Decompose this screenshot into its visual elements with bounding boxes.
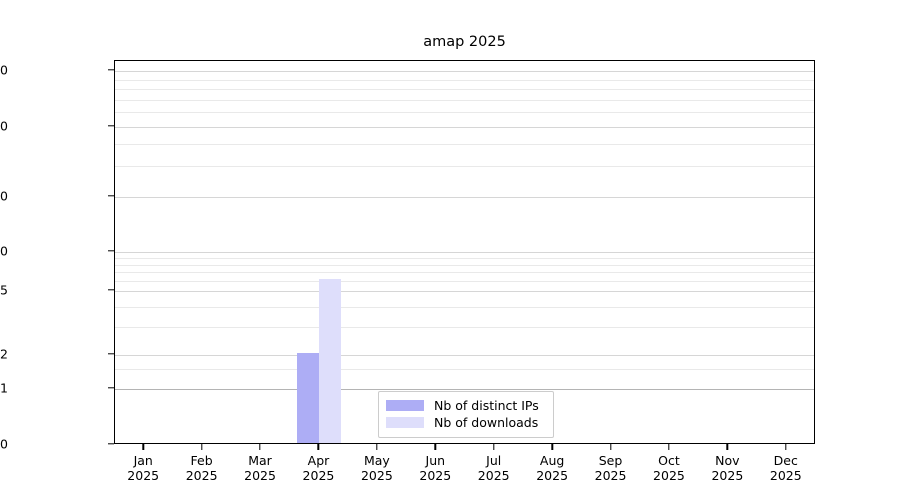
plot-area: [114, 60, 815, 444]
legend-item-downloads: Nb of downloads: [386, 414, 546, 431]
gridline-minor: [115, 257, 814, 259]
x-tick-mark: [142, 444, 144, 450]
x-tick-mark: [317, 444, 320, 450]
x-tick-label: Jul 2025: [454, 453, 534, 483]
x-tick-month: Aug: [539, 453, 565, 468]
bar-downloads: [319, 278, 342, 443]
y-tick-mark: [108, 125, 114, 127]
gridline-major: [115, 291, 814, 292]
x-tick-label: Dec 2025: [746, 453, 826, 483]
y-tick-mark: [108, 289, 114, 291]
x-tick-year: 2025: [653, 468, 685, 483]
x-tick-mark: [785, 444, 787, 450]
x-tick-label: Aug 2025: [512, 453, 592, 483]
gridline-minor: [115, 166, 814, 168]
gridline-minor: [115, 326, 814, 328]
y-tick-label: 0: [0, 436, 8, 452]
gridline-major: [115, 197, 814, 198]
y-tick-mark: [108, 353, 114, 355]
x-tick-month: Mar: [248, 453, 272, 468]
x-tick-year: 2025: [302, 468, 335, 483]
x-tick-mark: [376, 444, 378, 450]
gridline-minor: [115, 272, 814, 274]
x-tick-year: 2025: [360, 468, 393, 483]
x-tick-mark: [434, 444, 436, 450]
y-tick-label: 20: [0, 188, 8, 204]
x-tick-year: 2025: [711, 468, 744, 483]
x-tick-month: Feb: [190, 453, 213, 468]
y-tick-label: 10: [0, 243, 8, 259]
x-tick-label: Feb 2025: [162, 453, 242, 483]
gridline-minor: [115, 280, 814, 282]
y-tick-mark: [108, 69, 114, 71]
y-tick-label: 5: [0, 282, 8, 298]
gridline-major: [115, 127, 814, 128]
x-tick-mark: [200, 444, 203, 450]
x-tick-year: 2025: [419, 468, 452, 483]
x-tick-label: May 2025: [337, 453, 417, 483]
x-tick-mark: [551, 444, 553, 450]
chart-title: amap 2025: [423, 34, 506, 50]
y-tick-mark: [108, 195, 114, 197]
gridline-minor: [115, 144, 814, 146]
x-tick-label: Nov 2025: [687, 453, 767, 483]
y-tick-label: 1: [0, 380, 8, 396]
x-tick-label: Mar 2025: [220, 453, 300, 483]
x-tick-month: Dec: [773, 453, 798, 468]
x-tick-year: 2025: [185, 468, 218, 483]
x-tick-label: Oct 2025: [629, 453, 709, 483]
gridline-minor: [115, 89, 814, 91]
x-tick-month: Nov: [715, 453, 740, 468]
x-tick-label: Apr 2025: [278, 453, 358, 483]
gridline-major: [115, 252, 814, 253]
x-tick-month: Jan: [133, 453, 153, 468]
gridline-minor: [115, 306, 814, 308]
x-tick-label: Sep 2025: [571, 453, 651, 483]
bar-distinct-ips: [297, 353, 320, 443]
x-tick-mark: [668, 444, 670, 450]
x-tick-year: 2025: [536, 468, 569, 483]
gridline-minor: [115, 79, 814, 81]
y-tick-mark: [108, 387, 114, 389]
legend-swatch-downloads: [386, 417, 424, 428]
y-tick-label: 100: [0, 62, 8, 78]
y-tick-mark: [108, 250, 114, 252]
gridline-major: [115, 71, 814, 72]
gridline-minor: [115, 264, 814, 266]
x-tick-month: Jun: [425, 453, 446, 468]
legend-swatch-distinct-ips: [386, 400, 424, 411]
x-tick-label: Jun 2025: [395, 453, 475, 483]
x-tick-mark: [609, 444, 612, 450]
gridline-minor: [115, 369, 814, 371]
legend-label-distinct-ips: Nb of distinct IPs: [434, 398, 539, 413]
x-tick-year: 2025: [769, 468, 802, 483]
x-tick-mark: [259, 444, 261, 450]
legend-label-downloads: Nb of downloads: [434, 415, 539, 430]
x-tick-month: May: [363, 453, 390, 468]
chart-legend: Nb of distinct IPs Nb of downloads: [378, 391, 554, 438]
y-tick-label: 50: [0, 118, 8, 134]
x-tick-year: 2025: [244, 468, 276, 483]
x-tick-mark: [726, 444, 729, 450]
x-tick-month: Jul: [486, 453, 502, 468]
x-tick-year: 2025: [127, 468, 160, 483]
legend-item-distinct-ips: Nb of distinct IPs: [386, 397, 546, 414]
gridline-minor: [115, 99, 814, 101]
y-tick-label: 2: [0, 346, 8, 362]
x-tick-month: Oct: [658, 453, 680, 468]
gridline-major: [115, 389, 814, 390]
x-tick-year: 2025: [477, 468, 510, 483]
x-tick-mark: [493, 444, 495, 450]
x-tick-month: Apr: [307, 453, 330, 468]
x-tick-year: 2025: [594, 468, 627, 483]
gridline-major: [115, 355, 814, 356]
x-tick-label: Jan 2025: [103, 453, 183, 483]
y-tick-mark: [108, 443, 114, 445]
x-tick-month: Sep: [598, 453, 623, 468]
gridline-minor: [115, 112, 814, 114]
